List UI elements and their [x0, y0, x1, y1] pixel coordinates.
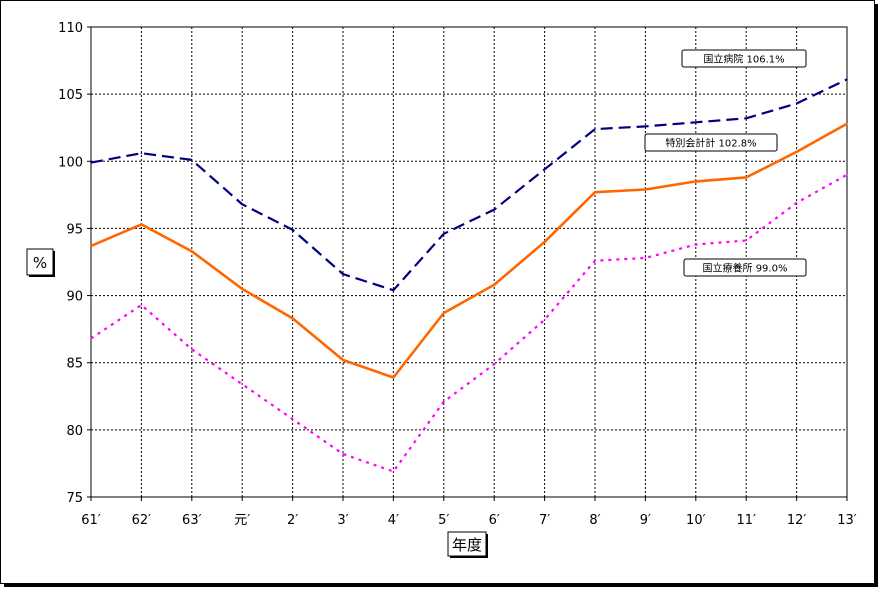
data-point: [140, 152, 143, 155]
data-point: [241, 383, 243, 386]
data-point: [644, 257, 647, 259]
data-point: [191, 348, 193, 351]
data-point: [392, 289, 395, 292]
x-tick-label: 62′: [132, 513, 152, 528]
data-point: [342, 273, 344, 275]
data-point: [493, 363, 496, 365]
y-tick-label: 75: [66, 491, 83, 506]
data-point: [745, 117, 747, 120]
x-tick-label: 元′: [234, 513, 250, 528]
x-axis-label: 年度: [452, 536, 482, 554]
data-point: [90, 337, 92, 340]
x-tick-label: 6′: [489, 513, 500, 528]
data-point: [191, 250, 193, 253]
data-point: [846, 122, 848, 125]
x-tick-label: 13′: [837, 513, 857, 528]
y-tick-label: 90: [66, 290, 83, 305]
data-point: [392, 376, 395, 379]
x-tick-label: 61′: [81, 513, 101, 528]
x-tick-label: 3′: [337, 513, 348, 528]
x-tick-label: 7′: [539, 513, 550, 528]
data-point: [594, 191, 596, 193]
x-tick-label: 63′: [182, 513, 202, 528]
series-label: 特別会計計 102.8%: [665, 137, 756, 150]
data-point: [594, 259, 596, 262]
data-point: [291, 418, 294, 420]
data-point: [493, 284, 496, 286]
data-point: [291, 228, 294, 231]
data-point: [291, 317, 294, 320]
data-point: [795, 102, 798, 105]
data-point: [695, 121, 697, 124]
y-tick-label: 80: [66, 424, 83, 439]
data-point: [695, 180, 697, 183]
data-point: [695, 243, 697, 246]
data-point: [342, 359, 344, 361]
data-point: [443, 400, 445, 403]
x-tick-label: 12′: [787, 513, 807, 528]
data-point: [543, 241, 546, 243]
y-axis-label-box: %: [26, 248, 55, 277]
series-label-box: [683, 258, 807, 277]
data-point: [795, 202, 798, 204]
data-point: [846, 78, 848, 81]
x-tick-label: 4′: [388, 513, 399, 528]
y-tick-label: 95: [66, 222, 83, 237]
data-point: [191, 159, 193, 161]
data-point: [493, 208, 496, 211]
plot-border: [90, 26, 848, 498]
data-point: [140, 304, 143, 306]
data-point: [241, 203, 243, 206]
y-tick-label: 105: [58, 88, 83, 103]
data-point: [90, 245, 92, 247]
x-tick-label: 2′: [287, 513, 298, 528]
series-label-box: [644, 133, 778, 152]
data-point: [543, 318, 546, 321]
data-point: [795, 151, 798, 153]
series-label: 国立病院 106.1%: [703, 53, 784, 66]
series-label-box: [681, 49, 807, 68]
x-tick-label: 10′: [686, 513, 706, 528]
data-point: [443, 233, 445, 235]
x-axis-label-box: 年度: [447, 531, 488, 558]
y-tick-label: 85: [66, 357, 83, 372]
data-point: [90, 161, 92, 164]
plot-area: 75 80 85 90 95 100 105 110 61′ 62′ 63′ 元′ 2′ 3′ 4′ 5′ 6′…: [58, 21, 857, 528]
data-point: [543, 168, 546, 171]
data-point: [392, 470, 395, 473]
y-tick-label: 100: [58, 155, 83, 170]
y-tick-label: 110: [58, 21, 83, 36]
series-label: 国立療養所 99.0%: [703, 262, 788, 275]
data-point: [846, 173, 848, 176]
data-point: [644, 125, 647, 128]
data-point: [140, 223, 143, 226]
series-line-3: [90, 173, 848, 473]
y-axis-label: %: [33, 254, 47, 272]
x-tick-label: 9′: [640, 513, 651, 528]
data-point: [594, 128, 596, 130]
series-line-2: [90, 122, 848, 379]
x-tick-label: 8′: [589, 513, 600, 528]
x-tick-label: 11′: [736, 513, 756, 528]
x-tick-label: 5′: [438, 513, 449, 528]
data-point: [342, 453, 344, 455]
data-point: [745, 239, 747, 242]
data-point: [644, 188, 647, 191]
series-line-1: [90, 78, 848, 292]
data-point: [443, 312, 445, 314]
data-point: [745, 176, 747, 179]
data-point: [241, 288, 243, 290]
